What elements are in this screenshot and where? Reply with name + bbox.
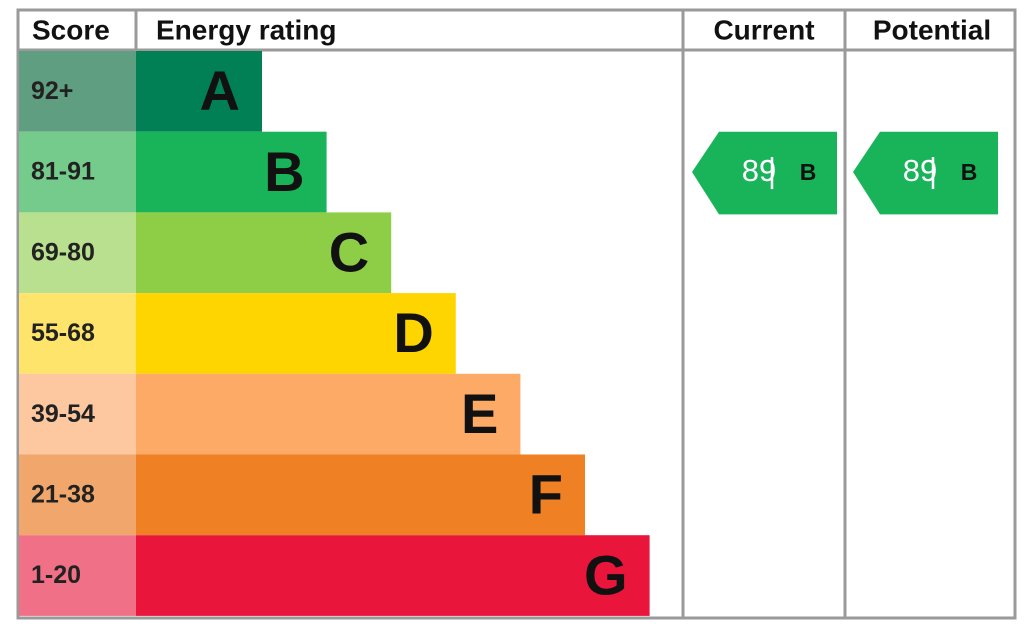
- score-cell: [19, 212, 136, 294]
- score-cell: [19, 131, 136, 213]
- rating-bar: [136, 212, 392, 294]
- rating-letter: D: [393, 301, 433, 364]
- potential-arrow: [853, 131, 998, 215]
- score-cell: [19, 373, 136, 455]
- rating-bar: [136, 373, 521, 455]
- rating-bar: [136, 535, 650, 616]
- rating-letter: A: [200, 59, 240, 122]
- current-value: 89: [742, 153, 776, 188]
- score-cell: [19, 293, 136, 374]
- rating-letter: F: [529, 463, 563, 526]
- score-cell: [19, 454, 136, 536]
- rating-bar: [136, 51, 262, 132]
- score-label: 39-54: [31, 400, 95, 428]
- rating-letter: E: [461, 382, 498, 445]
- score-label: 1-20: [31, 561, 81, 589]
- potential-letter: B: [961, 159, 978, 185]
- potential-value: 89: [903, 153, 937, 188]
- potential-header: Potential: [873, 14, 991, 45]
- score-label: 92+: [31, 77, 73, 105]
- score-label: 21-38: [31, 480, 95, 508]
- score-label: 55-68: [31, 319, 95, 347]
- score-cell: [19, 51, 136, 132]
- rating-bar: [136, 454, 585, 536]
- current-arrow: [692, 131, 837, 215]
- rating-letter: C: [329, 221, 369, 284]
- rating-letter: G: [584, 543, 628, 606]
- score-label: 81-91: [31, 158, 95, 186]
- score-header: Score: [32, 14, 110, 45]
- score-cell: [19, 535, 136, 616]
- score-label: 69-80: [31, 238, 95, 266]
- rating-bar: [136, 293, 456, 374]
- frame: [16, 8, 1017, 620]
- energy-header: Energy rating: [156, 14, 336, 45]
- current-header: Current: [713, 14, 814, 45]
- rating-letter: B: [264, 140, 304, 203]
- current-letter: B: [800, 159, 817, 185]
- rating-bar: [136, 131, 327, 213]
